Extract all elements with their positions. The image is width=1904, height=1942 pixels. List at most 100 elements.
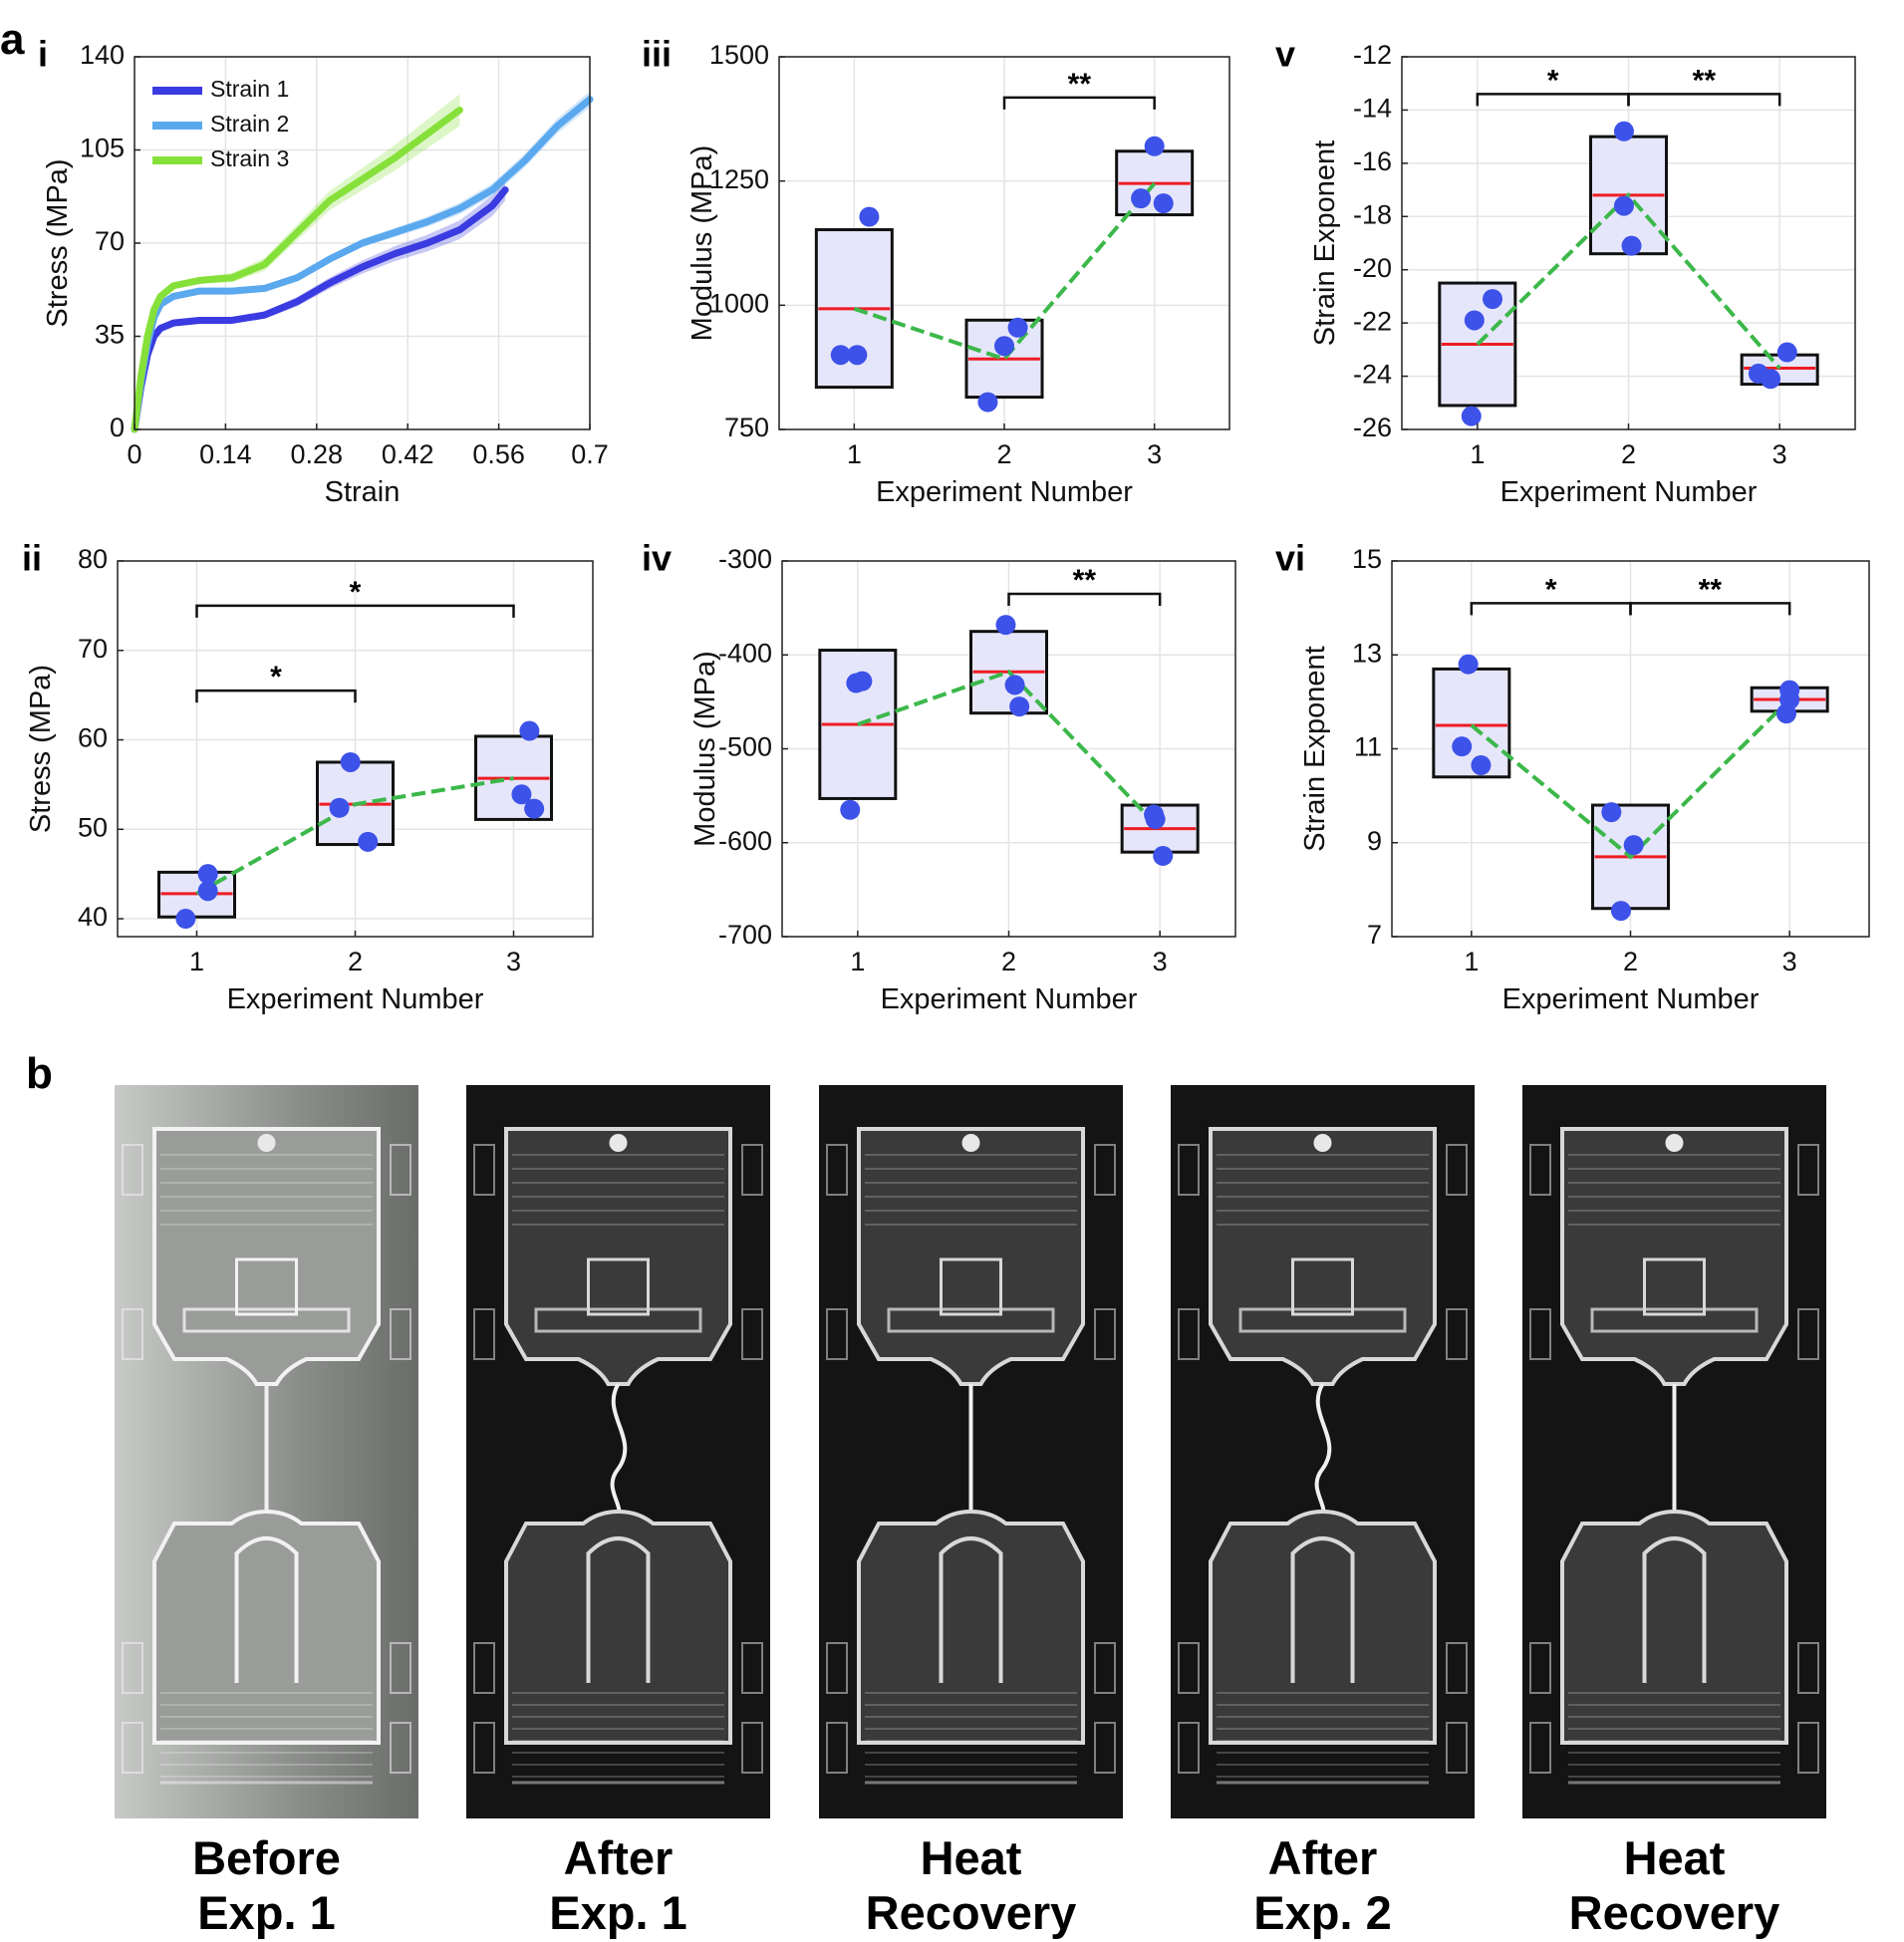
y-tick-label: 40 xyxy=(78,902,108,932)
y-tick-label: 11 xyxy=(1354,732,1382,762)
x-tick-label: 2 xyxy=(1001,947,1016,976)
side-pad xyxy=(1529,1308,1551,1360)
x-tick-label: 3 xyxy=(1153,947,1168,976)
data-point xyxy=(1471,754,1492,775)
y-tick-label: 7 xyxy=(1367,920,1382,950)
x-tick-label: 3 xyxy=(1772,439,1787,469)
image-caption-line2: Exp. 2 xyxy=(1253,1886,1391,1939)
panel-label: iii xyxy=(642,34,672,75)
side-pad xyxy=(1094,1144,1116,1196)
side-pad xyxy=(741,1722,763,1774)
side-pad xyxy=(826,1642,848,1694)
specimen-fiber xyxy=(610,1382,628,1520)
data-point xyxy=(1483,289,1502,310)
data-point xyxy=(1621,235,1642,256)
significance-label: * xyxy=(1547,64,1559,97)
significance-bracket xyxy=(1627,93,1781,107)
side-pad xyxy=(1178,1642,1200,1694)
figure-label-a: a xyxy=(0,15,25,64)
side-pad xyxy=(1529,1144,1551,1196)
y-tick-label: 70 xyxy=(78,634,108,664)
y-tick-label: 70 xyxy=(95,226,125,256)
image-caption-line1: After xyxy=(1268,1831,1378,1884)
data-point xyxy=(1004,675,1025,695)
bottom-window xyxy=(234,1536,299,1683)
trend-line xyxy=(857,669,1162,831)
chart-i: i Strain 1 Strain 2 Strain 3 0 0.14 0.28 0.42 0.… xyxy=(38,34,609,508)
image-caption-line1: Heat xyxy=(921,1831,1022,1884)
y-tick-label: 60 xyxy=(78,723,108,753)
significance-bracket xyxy=(195,689,357,703)
significance-label: * xyxy=(350,576,362,609)
y-tick-label: 50 xyxy=(78,812,108,842)
series-band-3 xyxy=(135,94,460,430)
top-actuator xyxy=(1209,1127,1437,1386)
x-tick-label: 3 xyxy=(1782,947,1797,976)
side-pad xyxy=(122,1308,143,1360)
data-point xyxy=(1613,121,1634,141)
bottom-actuator xyxy=(504,1509,732,1745)
panel-label: iv xyxy=(642,538,672,579)
data-point xyxy=(995,615,1016,636)
side-pad xyxy=(1178,1144,1200,1196)
x-tick-label: 2 xyxy=(996,439,1011,469)
bottom-actuator xyxy=(1209,1509,1437,1745)
data-point xyxy=(1009,696,1030,717)
data-point xyxy=(519,720,540,741)
side-pad xyxy=(473,1642,495,1694)
panel-label: vi xyxy=(1275,538,1305,579)
legend-label-2: Strain 2 xyxy=(210,111,289,137)
data-point xyxy=(511,784,532,805)
data-point xyxy=(852,671,873,692)
legend-label-1: Strain 1 xyxy=(210,76,289,102)
y-tick-label: 9 xyxy=(1367,826,1382,856)
x-tick-label: 2 xyxy=(1621,439,1636,469)
side-pad xyxy=(1094,1308,1116,1360)
x-tick-label: 3 xyxy=(506,947,521,976)
panel-label: v xyxy=(1275,34,1295,75)
y-axis-label: Strain Exponent xyxy=(1309,140,1341,346)
x-axis-label: Strain xyxy=(325,476,401,508)
side-pad xyxy=(473,1144,495,1196)
y-tick-label: -24 xyxy=(1353,360,1392,390)
y-tick-label: 105 xyxy=(80,134,125,163)
data-point xyxy=(197,881,218,902)
side-pad xyxy=(826,1722,848,1774)
x-tick-label: 0.28 xyxy=(291,439,344,469)
x-axis-label: Experiment Number xyxy=(876,476,1133,508)
side-pad xyxy=(1797,1642,1819,1694)
data-point xyxy=(329,797,350,818)
y-tick-label: 13 xyxy=(1352,638,1382,668)
top-actuator xyxy=(152,1127,381,1386)
y-axis-label: Modulus (MPa) xyxy=(689,651,721,847)
side-pad xyxy=(473,1308,495,1360)
series-band-1 xyxy=(135,178,506,429)
significance-bracket xyxy=(1002,96,1156,110)
marker-dot xyxy=(1665,1134,1684,1152)
image-caption-line2: Recovery xyxy=(1569,1886,1780,1939)
y-tick-label: -14 xyxy=(1353,94,1392,124)
side-pad xyxy=(122,1642,143,1694)
y-tick-label: -22 xyxy=(1353,306,1392,336)
data-point xyxy=(1461,406,1482,426)
image-caption-line1: After xyxy=(564,1831,674,1884)
side-pad xyxy=(1446,1144,1468,1196)
y-tick-label: -18 xyxy=(1353,199,1392,229)
micrograph-4 xyxy=(1171,1085,1475,1818)
x-axis-label: Experiment Number xyxy=(1500,476,1758,508)
side-pad xyxy=(1094,1642,1116,1694)
side-pad xyxy=(473,1722,495,1774)
data-point xyxy=(1761,369,1781,390)
y-tick-label: -26 xyxy=(1353,413,1392,442)
y-tick-label: -300 xyxy=(718,544,772,574)
legend-label-3: Strain 3 xyxy=(210,145,289,171)
data-point xyxy=(1610,901,1631,922)
image-caption-line1: Before xyxy=(192,1831,341,1884)
y-tick-label: 15 xyxy=(1352,544,1382,574)
x-tick-label: 2 xyxy=(1623,947,1638,976)
box-1 xyxy=(1432,667,1511,779)
side-pad xyxy=(826,1144,848,1196)
side-pad xyxy=(1094,1722,1116,1774)
